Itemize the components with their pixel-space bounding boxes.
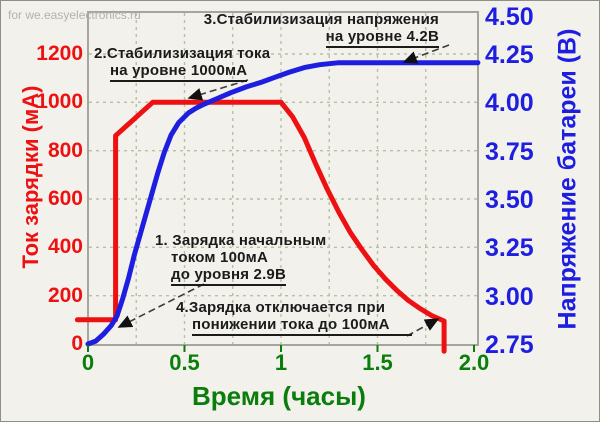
right-tick-label: 3.25 [485,234,534,263]
annotation-line-underlined: на уровне 4.2В [325,28,439,48]
right-tick-label: 3.75 [485,137,534,166]
x-tick-label: 0.5 [169,350,200,375]
x-tick-label: 1.5 [362,350,393,375]
annotation-line-underlined: понижении тока до 100мА [192,316,412,336]
annotation-line-underlined: на уровне 1000мА [110,62,248,82]
annotation-line: 4.Зарядка отключается при [176,299,386,316]
watermark: for we.easyelectronics.ru [8,8,141,22]
annotation-arrow [117,283,205,328]
x-axis-title: Время (часы) [192,381,366,411]
annotation-line: 3.Стабилизизация напряжения [203,11,439,28]
annotation-initial-charge: 1. Зарядка начальным током 100мА до уров… [155,232,327,286]
left-tick-label: 0 [71,332,83,355]
right-tick-label: 4.00 [485,89,534,118]
left-tick-label: 400 [47,235,83,259]
series-current [74,99,447,354]
right-tick-label: 3.00 [485,282,534,311]
annotation-line: 1. Зарядка начальным [155,232,327,249]
left-tick-label: 1000 [36,90,83,114]
annotation-line: 2.Стабилизизация тока [94,45,271,62]
left-tick-label: 800 [47,138,83,162]
right-tick-label: 2.75 [485,331,534,359]
annotation-arrow [402,44,450,64]
annotation-current-stabilization: 2.Стабилизизация тока на уровне 1000мА [94,45,271,82]
right-tick-label: 3.50 [485,186,534,214]
right-tick-label: 4.25 [485,41,534,70]
x-tick-label: 1 [274,350,288,375]
annotation-voltage-stabilization: 3.Стабилизизация напряжения на уровне 4.… [203,11,439,48]
annotation-line-underlined: до уровня 2.9В [171,266,287,286]
annotation-arrow [406,318,440,337]
series-voltage [85,60,481,347]
annotation-charge-cutoff: 4.Зарядка отключается при понижении тока… [176,299,412,336]
right-axis-title: Напряжение батареи (В) [553,28,582,330]
plot-frame [87,11,479,346]
x-tick-label: 2.0 [458,350,490,375]
right-tick-label: 4.50 [485,3,534,31]
left-tick-label: 600 [47,187,83,210]
annotation-line: током 100мА [171,249,269,266]
left-tick-label: 200 [47,283,83,307]
left-tick-label: 1200 [36,42,83,65]
x-tick-label: 0 [81,350,95,375]
